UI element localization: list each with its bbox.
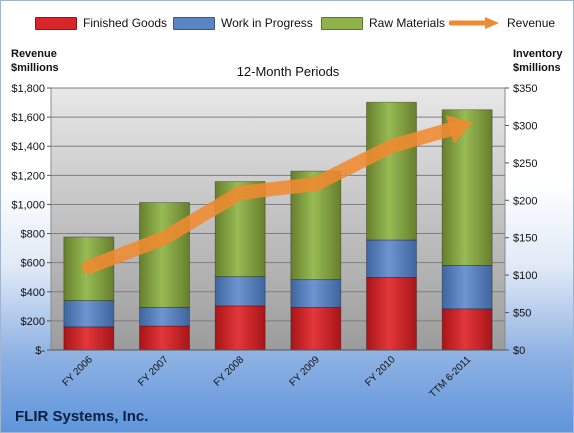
x-tick-label: FY 2009 — [288, 354, 323, 389]
legend-label-raw-materials: Raw Materials — [369, 16, 446, 30]
bar-finished-goods — [441, 308, 493, 351]
legend-item-raw-materials: Raw Materials — [321, 16, 445, 30]
chart-subtitle: 12-Month Periods — [236, 64, 340, 79]
right-tick-label: $250 — [513, 158, 537, 170]
x-tick-label: TTM 6-2011 — [428, 354, 474, 400]
left-axis-title: Revenue $millions — [11, 47, 59, 75]
legend-label-finished-goods: Finished Goods — [83, 16, 168, 30]
left-axis-title-line2: $millions — [11, 62, 59, 74]
company-name: FLIR Systems, Inc. — [15, 408, 149, 425]
left-tick-label: $1,200 — [11, 170, 45, 182]
bar-work-in-progress — [139, 306, 190, 327]
x-tick-label: FY 2007 — [136, 354, 171, 389]
right-tick-label: $300 — [513, 120, 537, 132]
legend-item-finished-goods: Finished Goods — [35, 16, 167, 30]
right-axis-title-line1: Inventory — [513, 48, 563, 60]
bar-finished-goods — [139, 325, 190, 351]
bar-finished-goods — [366, 276, 417, 351]
legend-label-work-in-progress: Work in Progress — [221, 16, 313, 30]
bar-work-in-progress — [290, 279, 342, 308]
left-tick-label: $1,400 — [11, 141, 45, 153]
bar-work-in-progress — [214, 276, 266, 307]
x-tick-label: FY 2006 — [61, 354, 96, 389]
legend-arrow-icon — [449, 16, 501, 30]
right-axis-title: Inventory $millions — [513, 47, 563, 75]
legend: Finished Goods Work in Progress Raw Mate… — [1, 16, 573, 34]
right-tick-label: $350 — [513, 83, 537, 95]
right-axis-title-line2: $millions — [513, 62, 561, 74]
legend-swatch-work-in-progress — [173, 16, 215, 30]
left-tick-label: $800 — [21, 229, 45, 241]
legend-item-work-in-progress: Work in Progress — [173, 16, 313, 30]
legend-item-revenue: Revenue — [449, 16, 555, 30]
legend-swatch-raw-materials — [321, 16, 363, 30]
left-tick-label: $- — [35, 345, 45, 357]
bar-finished-goods — [63, 326, 115, 351]
left-tick-label: $1,000 — [11, 199, 45, 211]
x-tick-label: FY 2010 — [363, 354, 398, 389]
revenue-arrowhead — [445, 114, 473, 144]
right-tick-label: $0 — [513, 345, 525, 357]
legend-swatch-finished-goods — [35, 16, 77, 30]
bar-work-in-progress — [441, 265, 493, 310]
bar-raw-materials — [139, 202, 190, 308]
left-tick-label: $1,600 — [11, 112, 45, 124]
right-tick-label: $50 — [513, 308, 531, 320]
bar-finished-goods — [214, 305, 266, 351]
revenue-line — [81, 122, 457, 275]
bar-raw-materials — [441, 109, 493, 266]
bar-work-in-progress — [366, 239, 417, 278]
left-tick-label: $200 — [21, 316, 45, 328]
right-tick-label: $150 — [513, 233, 537, 245]
left-tick-label: $1,800 — [11, 83, 45, 95]
left-tick-label: $600 — [21, 258, 45, 270]
bar-raw-materials — [366, 101, 417, 241]
x-tick-label: FY 2008 — [212, 354, 247, 389]
left-axis-title-line1: Revenue — [11, 48, 57, 60]
left-tick-label: $400 — [21, 287, 45, 299]
bar-finished-goods — [290, 306, 342, 351]
right-tick-label: $100 — [513, 270, 537, 282]
bar-work-in-progress — [63, 300, 115, 328]
legend-label-revenue: Revenue — [507, 16, 556, 30]
right-tick-label: $200 — [513, 195, 537, 207]
